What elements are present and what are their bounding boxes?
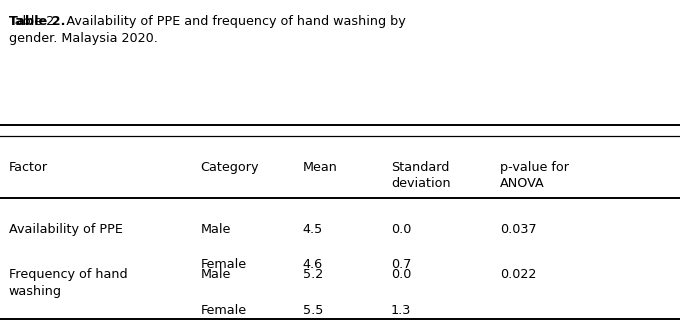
Text: Factor: Factor: [9, 161, 48, 174]
Text: 0.022: 0.022: [500, 268, 536, 281]
Text: Male: Male: [201, 268, 231, 281]
Text: 0.0: 0.0: [391, 268, 411, 281]
Text: Female: Female: [201, 258, 247, 271]
Text: Male: Male: [201, 223, 231, 236]
Text: Standard
deviation: Standard deviation: [391, 161, 451, 190]
Text: 0.037: 0.037: [500, 223, 537, 236]
Text: 5.5: 5.5: [303, 304, 323, 317]
Text: 4.6: 4.6: [303, 258, 323, 271]
Text: Table 2.  Availability of PPE and frequency of hand washing by
gender. Malaysia : Table 2. Availability of PPE and frequen…: [9, 15, 405, 45]
Text: Mean: Mean: [303, 161, 337, 174]
Text: Table 2.: Table 2.: [9, 15, 65, 28]
Text: Availability of PPE: Availability of PPE: [9, 223, 122, 236]
Text: Frequency of hand
washing: Frequency of hand washing: [9, 268, 127, 298]
Text: 5.2: 5.2: [303, 268, 323, 281]
Text: p-value for
ANOVA: p-value for ANOVA: [500, 161, 568, 190]
Text: 4.5: 4.5: [303, 223, 323, 236]
Text: 0.7: 0.7: [391, 258, 411, 271]
Text: 1.3: 1.3: [391, 304, 411, 317]
Text: Category: Category: [201, 161, 259, 174]
Text: 0.0: 0.0: [391, 223, 411, 236]
Text: Female: Female: [201, 304, 247, 317]
